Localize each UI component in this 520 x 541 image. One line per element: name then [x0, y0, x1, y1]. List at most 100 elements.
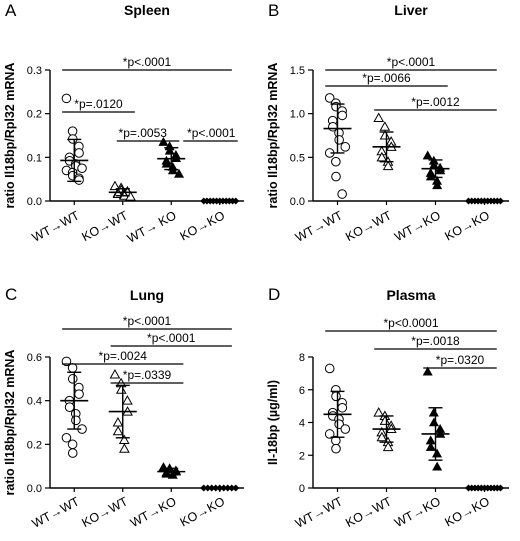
significance-label: *p<.0001: [123, 55, 172, 69]
series-group: [200, 197, 240, 205]
significance-label: *p=.0320: [436, 353, 485, 367]
category-label: WT→KO: [128, 494, 179, 530]
y-axis-label: ratio Il18bp/Rpl32 mRNA: [266, 63, 280, 209]
data-point-triangle: [115, 384, 127, 394]
category-label: WT→WT: [293, 208, 345, 245]
panel-title: Lung: [130, 287, 164, 303]
data-point-triangle: [118, 434, 130, 444]
data-point-circle: [67, 439, 78, 450]
data-point-circle: [71, 415, 81, 426]
y-tick-label: 1.5: [290, 65, 305, 77]
series-group: [372, 112, 401, 171]
significance-label: *p<0.0001: [383, 316, 438, 330]
series-group: [465, 484, 504, 492]
significance-label: *p=.0339: [123, 368, 172, 382]
data-point-circle: [331, 443, 341, 454]
data-point-circle: [67, 448, 78, 458]
panel-title: Spleen: [124, 2, 170, 18]
data-point-circle: [340, 424, 351, 434]
significance-label: *p=.0018: [411, 334, 460, 348]
data-point-circle: [74, 175, 84, 185]
data-point-filled-triangle: [432, 180, 443, 190]
y-tick-label: 0.4: [27, 396, 42, 408]
data-point-triangle: [373, 407, 385, 417]
data-point-circle: [324, 363, 335, 374]
series-group: [157, 462, 186, 479]
y-tick-label: 4: [299, 418, 305, 430]
significance-label: *p<.0001: [387, 55, 436, 69]
y-tick-label: 0.3: [27, 65, 42, 77]
data-point-triangle: [382, 441, 394, 452]
y-tick-label: 0.5: [290, 152, 305, 164]
significance-label: *p=.0066: [362, 71, 411, 85]
data-point-filled-triangle: [431, 448, 443, 458]
data-point-circle: [324, 93, 335, 103]
data-point-filled-triangle: [422, 150, 433, 160]
data-point-circle: [74, 389, 84, 399]
series-group: [60, 93, 89, 185]
series-group: [108, 180, 137, 201]
panel-letter: A: [5, 1, 17, 20]
y-tick-label: 2: [299, 450, 305, 462]
significance-label: *p=.0120: [74, 97, 123, 111]
data-point-filled-triangle: [422, 366, 433, 376]
category-label: WT→WT: [30, 208, 82, 245]
data-point-circle: [74, 148, 84, 158]
category-label: WT→WT: [293, 494, 345, 531]
category-label: KO→WT: [79, 494, 130, 530]
category-label: KO→WT: [343, 208, 394, 244]
y-tick-label: 0.0: [290, 196, 305, 208]
panel-letter: C: [5, 285, 17, 304]
data-point-filled-triangle: [425, 441, 436, 451]
category-label: KO→WT: [343, 494, 394, 530]
data-point-diamond: [232, 197, 240, 205]
series-group: [421, 366, 450, 471]
data-point-circle: [331, 171, 341, 182]
significance-label: *p<.0001: [123, 314, 172, 328]
data-point-triangle: [112, 425, 124, 436]
data-point-triangle: [109, 368, 121, 379]
data-point-triangle: [379, 121, 391, 131]
y-axis-label: ratio Il18bp/Rpl32 mRNA: [3, 350, 17, 496]
y-axis-label: Il-18bp (µg/ml): [266, 380, 280, 465]
data-point-filled-triangle: [171, 153, 182, 163]
panel-letter: B: [268, 1, 279, 20]
category-label: KO→KO: [178, 494, 228, 529]
y-axis-label: ratio Il18bp/Rpl32 mRNA: [3, 63, 17, 209]
series-group: [60, 356, 89, 458]
y-tick-label: 0.0: [27, 483, 42, 495]
y-tick-label: 0.0: [27, 196, 42, 208]
panel-d: D Plasma 0 2 4 6 8 Il-18bp (µg/ml) WT→WTKO→WTWT→…: [266, 285, 509, 531]
y-tick-label: 0.6: [27, 352, 42, 364]
data-point-circle: [77, 163, 87, 174]
data-point-triangle: [119, 443, 130, 453]
category-label: KO→KO: [178, 208, 228, 243]
category-label: WT→WT: [30, 494, 82, 531]
series-group: [323, 363, 352, 454]
data-point-circle: [337, 110, 348, 121]
data-point-filled-triangle: [428, 407, 439, 417]
data-point-diamond: [497, 197, 504, 205]
category-label: KO→KO: [442, 494, 492, 529]
data-point-triangle: [109, 180, 121, 191]
y-tick-label: 8: [299, 352, 305, 364]
y-tick-label: 0: [299, 483, 305, 495]
data-point-triangle: [376, 431, 388, 442]
data-point-filled-triangle: [161, 158, 172, 168]
y-tick-label: 0.2: [27, 439, 42, 451]
data-point-filled-triangle: [174, 168, 185, 178]
data-point-filled-triangle: [428, 417, 440, 427]
data-point-circle: [334, 135, 344, 145]
data-point-triangle: [376, 151, 388, 162]
data-point-triangle: [379, 129, 391, 140]
significance-label: *p=.0012: [411, 95, 460, 109]
data-point-diamond: [232, 484, 240, 492]
series-group: [108, 368, 137, 453]
significance-label: *p<.0001: [187, 126, 236, 140]
series-group: [323, 93, 352, 199]
data-point-triangle: [379, 415, 391, 425]
data-point-filled-triangle: [164, 145, 175, 155]
data-point-circle: [324, 429, 335, 439]
data-point-diamond: [200, 484, 208, 492]
series-group: [465, 197, 504, 205]
